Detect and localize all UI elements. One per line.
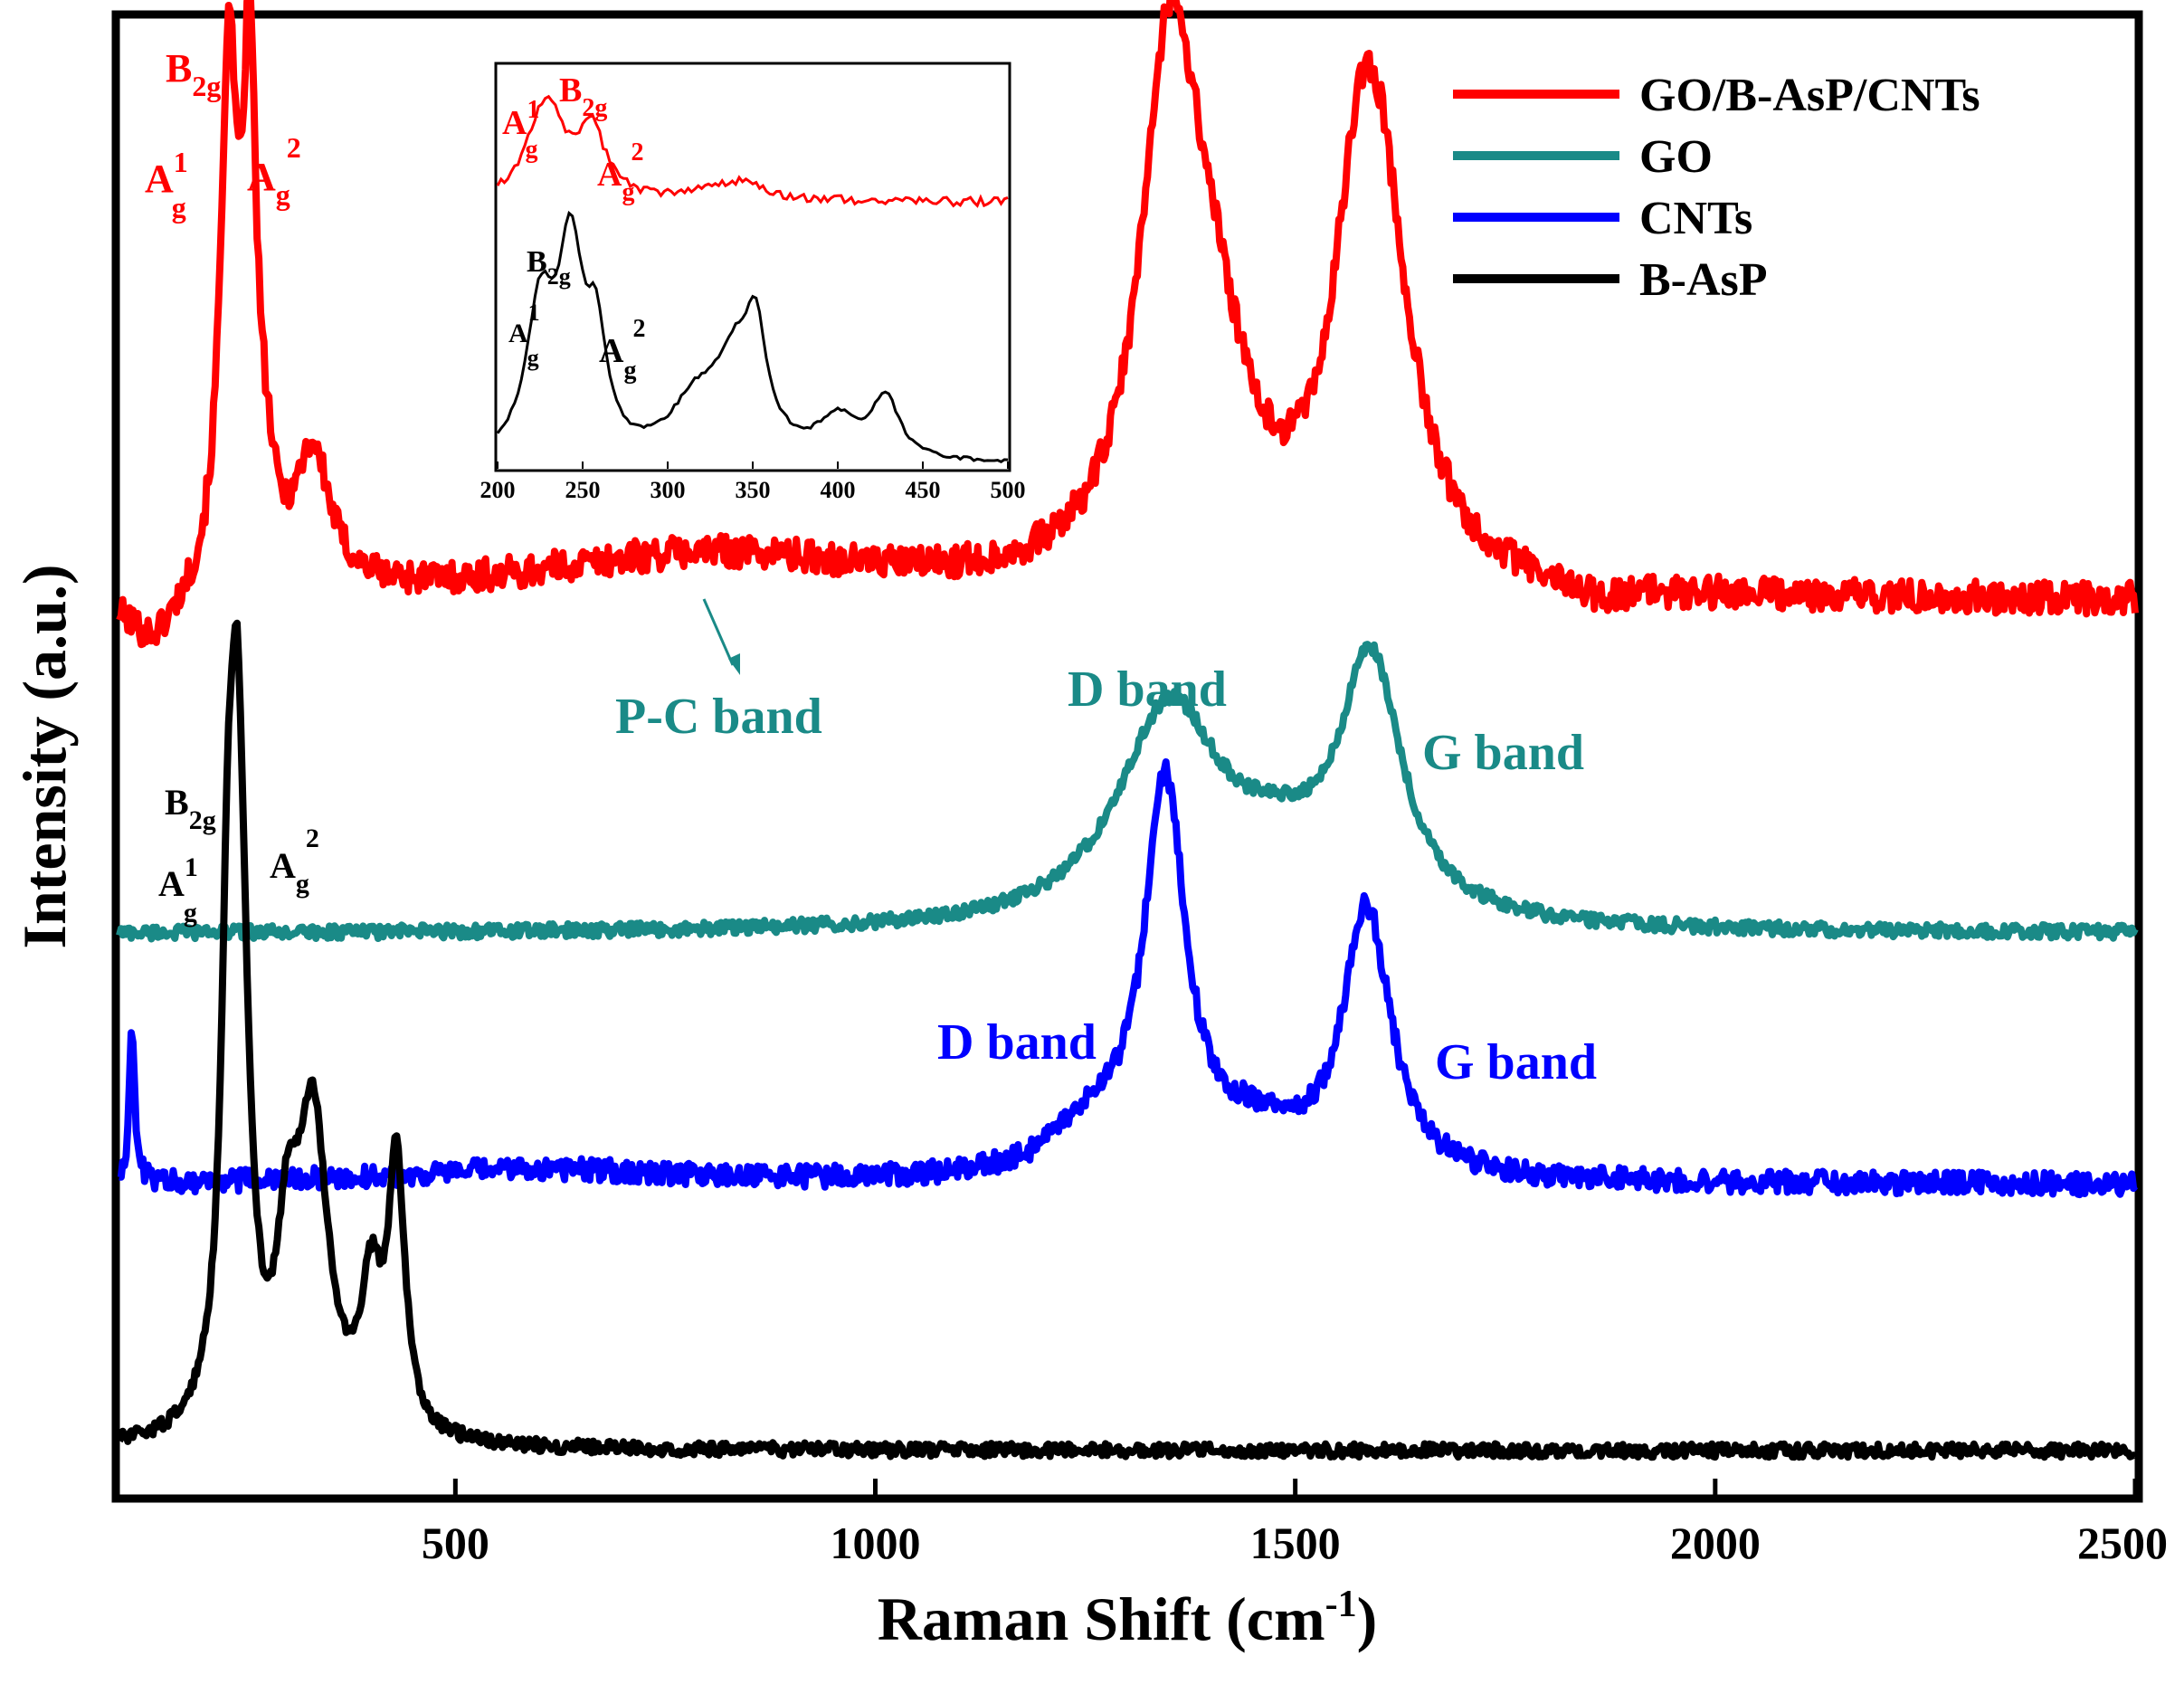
series-line-go-b-asp-cnts (116, 0, 2139, 649)
legend-label: GO (1639, 131, 1713, 183)
inset-x-tick-label: 350 (736, 477, 771, 503)
inset-black-ag2-label: Ag2 (599, 315, 645, 385)
legend-label: B-AsP (1639, 254, 1768, 306)
go-g-band-label: G band (1422, 725, 1584, 781)
x-tick-label: 1000 (831, 1518, 921, 1568)
inset-x-axis-ticks: 200 250 300 350 400 450 500 (480, 462, 1026, 503)
x-tick-label: 1500 (1250, 1518, 1341, 1568)
x-axis-ticks: 500 1000 1500 2000 2500 (422, 1479, 2168, 1568)
inset-x-tick-label: 250 (565, 477, 601, 503)
inset-red-b2g-label: B2g (559, 71, 607, 122)
legend-label: GO/B-AsP/CNTs (1639, 70, 1980, 121)
series-line-b-asp (116, 619, 2138, 1461)
inset-x-tick-label: 200 (480, 477, 516, 503)
pc-band-label: P-C band (615, 689, 822, 745)
inset-frame (494, 62, 1011, 472)
inset-series-line-go-b-asp-cnts (496, 94, 1009, 208)
inset-plot: 200 250 300 350 400 450 500 A1 g B2g Ag2 B2g A1… (480, 62, 1026, 503)
pc-band-arrow-head (728, 653, 740, 675)
cnt-d-band-label: D band (937, 1014, 1097, 1071)
black-b2g-label: B2g (165, 782, 216, 835)
plot-frame (111, 10, 2143, 1503)
inset-x-tick-label: 300 (650, 477, 686, 503)
black-a1g-label: A1 g (158, 852, 198, 928)
x-tick-label: 2000 (1670, 1518, 1761, 1568)
inset-series-line-b-asp (496, 210, 1009, 464)
red-ag2-label: Ag2 (247, 131, 301, 211)
black-ag2-label: Ag2 (270, 823, 319, 899)
inset-x-tick-label: 450 (906, 477, 941, 503)
inset-x-tick-label: 400 (821, 477, 856, 503)
legend: GO/B-AsP/CNTs GO CNTs B-AsP (1453, 70, 1980, 306)
series-layer (116, 0, 2139, 1461)
series-line-go (116, 641, 2139, 943)
y-axis-title: Intensity (a.u.) (10, 564, 79, 948)
x-tick-label: 500 (422, 1518, 489, 1568)
series-line-cnts (117, 758, 2139, 1199)
inset-red-a1g-label: A1 g (502, 96, 539, 164)
inset-black-b2g-label: B2g (527, 245, 571, 290)
cnt-g-band-label: G band (1435, 1034, 1597, 1090)
inset-black-a1g-label: A1 g (508, 300, 540, 371)
inset-x-tick-label: 500 (991, 477, 1026, 503)
red-a1g-label: A1 g (145, 146, 188, 224)
inset-red-ag2-label: Ag2 (597, 138, 643, 206)
inset-series-layer (496, 94, 1009, 464)
legend-label: CNTs (1639, 193, 1752, 244)
red-b2g-label: B2g (166, 46, 221, 102)
go-d-band-label: D band (1068, 661, 1227, 718)
x-tick-label: 2500 (2077, 1518, 2168, 1568)
x-axis-title: Raman Shift (cm-1) (878, 1584, 1378, 1653)
pc-band-arrow-line (702, 598, 735, 666)
